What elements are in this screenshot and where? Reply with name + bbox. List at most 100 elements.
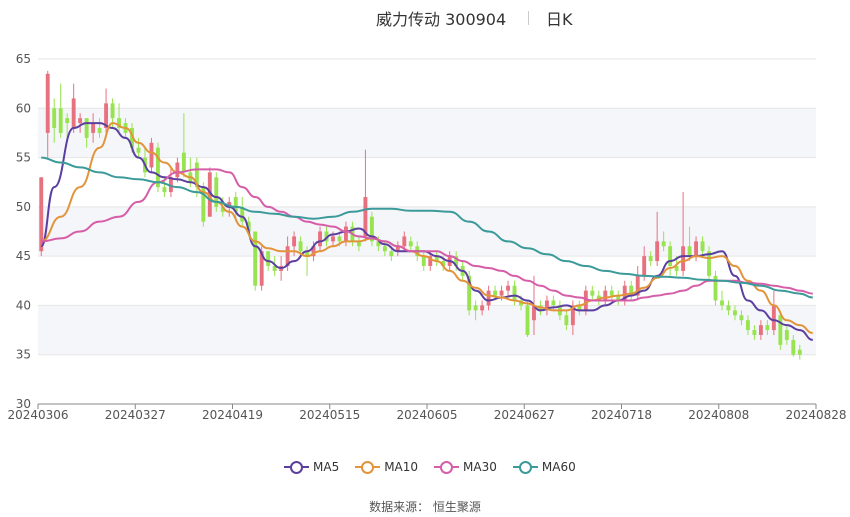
grid-band xyxy=(38,206,816,257)
candle-body xyxy=(797,349,802,355)
candle-body xyxy=(305,251,310,257)
x-tick-label: 20240605 xyxy=(396,408,457,422)
candle-body xyxy=(674,266,679,271)
candle-body xyxy=(298,241,303,252)
candle-body xyxy=(544,300,549,311)
candle-body xyxy=(791,339,796,355)
legend-item-ma10[interactable]: MA10 xyxy=(355,458,418,476)
candle-body xyxy=(97,128,102,133)
y-tick-label: 30 xyxy=(16,397,31,411)
chart-title: 威力传动 300904 xyxy=(376,10,507,29)
candle-body xyxy=(590,290,595,296)
legend: MA5 MA10 MA30 MA60 xyxy=(284,458,576,476)
candle-body xyxy=(376,241,381,247)
candle-body xyxy=(473,305,478,311)
candle-body xyxy=(181,152,186,173)
candle-body xyxy=(467,275,472,311)
period-label: 日K xyxy=(546,10,573,29)
x-tick-label: 20240828 xyxy=(785,408,846,422)
candle-body xyxy=(266,251,271,266)
legend-label-ma30: MA30 xyxy=(463,460,497,474)
candle-body xyxy=(570,305,575,326)
candle-body xyxy=(84,118,89,138)
candle-body xyxy=(551,300,556,306)
legend-swatch-ma60 xyxy=(512,460,538,474)
candle-body xyxy=(694,241,699,257)
candle-body xyxy=(434,256,439,262)
candle-body xyxy=(603,290,608,301)
y-tick-label: 35 xyxy=(16,348,31,362)
candle-body xyxy=(428,256,433,266)
legend-swatch-ma30 xyxy=(434,460,460,474)
candle-body xyxy=(207,172,212,217)
legend-item-ma60[interactable]: MA60 xyxy=(512,458,576,476)
candle-body xyxy=(155,147,160,188)
candle-body xyxy=(454,256,459,266)
candle-body xyxy=(285,246,290,266)
candle-body xyxy=(175,162,180,178)
source-name: 恒生聚源 xyxy=(432,500,481,514)
candle-body xyxy=(629,285,634,296)
y-tick-label: 45 xyxy=(16,249,31,263)
x-tick-label: 20240515 xyxy=(299,408,360,422)
candle-body xyxy=(162,187,167,193)
candle-body xyxy=(726,305,731,311)
candle-body xyxy=(39,177,44,252)
x-tick-label: 20240327 xyxy=(105,408,166,422)
candle-body xyxy=(661,241,666,247)
ma5-line xyxy=(40,122,813,341)
y-tick-label: 60 xyxy=(16,101,31,115)
x-tick-label: 20240419 xyxy=(202,408,263,422)
candle-body xyxy=(389,251,394,257)
grid-band xyxy=(38,108,816,158)
candle-body xyxy=(363,197,368,237)
candle-body xyxy=(395,246,400,252)
candle-body xyxy=(532,305,536,321)
candle-body xyxy=(311,246,316,257)
candle-body xyxy=(765,325,770,331)
y-tick-label: 40 xyxy=(16,298,31,312)
candle-body xyxy=(784,330,789,340)
candle-body xyxy=(337,236,342,242)
legend-label-ma10: MA10 xyxy=(384,460,419,474)
legend-item-ma5[interactable]: MA5 xyxy=(284,458,339,476)
candle-body xyxy=(91,123,96,133)
candle-body xyxy=(655,241,660,262)
candle-body xyxy=(720,300,724,306)
legend-swatch-ma5 xyxy=(284,460,309,474)
candle-body xyxy=(499,290,504,296)
candle-body xyxy=(733,310,737,316)
candle-body xyxy=(58,108,63,133)
y-tick-label: 55 xyxy=(16,151,31,165)
candle-body xyxy=(668,246,673,266)
source-label: 数据来源： xyxy=(369,500,430,514)
candle-body xyxy=(681,246,686,271)
ma30-line xyxy=(41,168,813,302)
candle-body xyxy=(136,147,141,153)
candle-body xyxy=(233,197,238,212)
candle-body xyxy=(45,73,50,133)
candle-body xyxy=(369,216,374,242)
candle-body xyxy=(525,305,530,335)
candle-body xyxy=(292,236,297,247)
legend-item-ma30[interactable]: MA30 xyxy=(434,458,497,476)
candle-body xyxy=(583,290,588,311)
candle-body xyxy=(318,231,322,247)
candle-body xyxy=(331,236,335,242)
candle-body xyxy=(214,177,219,207)
candle-body xyxy=(421,256,426,266)
candle-body xyxy=(441,261,446,266)
candle-body xyxy=(480,305,485,311)
candle-body xyxy=(227,201,232,207)
candle-body xyxy=(246,221,251,232)
data-source: 数据来源： 恒生聚源 xyxy=(0,498,850,515)
candle-body xyxy=(493,290,498,296)
candle-body xyxy=(402,236,407,247)
candle-body xyxy=(324,231,329,242)
y-tick-label: 50 xyxy=(16,200,31,214)
ma10-line xyxy=(40,122,813,334)
candle-body xyxy=(752,330,757,335)
candle-body xyxy=(104,103,109,128)
candle-body xyxy=(65,118,70,124)
candle-body xyxy=(130,128,134,148)
